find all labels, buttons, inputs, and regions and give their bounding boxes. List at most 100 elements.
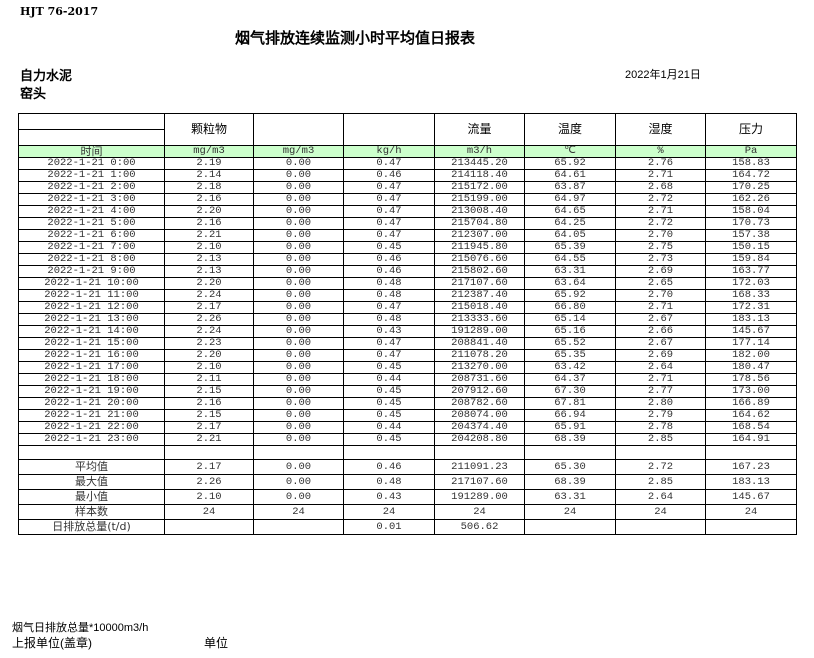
table-row-cell: 65.52 — [524, 337, 616, 350]
table-row-cell: 158.83 — [705, 157, 797, 170]
table-row-cell: 0.45 — [343, 397, 435, 410]
table-row-cell: 2022-1-21 15:00 — [18, 337, 165, 350]
blank-row-cell — [705, 445, 797, 460]
table-row-cell: 0.47 — [343, 337, 435, 350]
table-row-cell: 2.11 — [164, 373, 254, 386]
stat-row: 样本数 24 24 24 24 24 24 24 — [18, 504, 797, 520]
table-row-cell: 0.00 — [253, 277, 344, 290]
units-row-cell: kg/h — [343, 145, 435, 158]
table-row-cell: 0.00 — [253, 157, 344, 170]
table-row-cell: 0.00 — [253, 169, 344, 182]
table-row-cell: 180.47 — [705, 361, 797, 374]
table-row-cell: 204374.40 — [434, 421, 525, 434]
table-row-cell: 2.20 — [164, 349, 254, 362]
table-row-cell: 0.00 — [253, 205, 344, 218]
table-row-cell: 182.00 — [705, 349, 797, 362]
stat-row-cell: 0.46 — [343, 459, 435, 475]
table-row-cell: 0.43 — [343, 325, 435, 338]
table-row-cell: 2022-1-21 4:00 — [18, 205, 165, 218]
table-row-cell: 208074.00 — [434, 409, 525, 422]
table-row-cell: 2022-1-21 8:00 — [18, 253, 165, 266]
stat-row-cell: 0.01 — [343, 519, 435, 535]
table-row-cell: 0.46 — [343, 253, 435, 266]
table-row-cell: 2.66 — [615, 325, 706, 338]
units-row-cell: m3/h — [434, 145, 525, 158]
table-row-cell: 2022-1-21 9:00 — [18, 265, 165, 278]
table-row: 2022-1-21 11:00 2.24 0.00 0.48 212387.40 65.9… — [18, 289, 797, 302]
table-row-cell: 63.42 — [524, 361, 616, 374]
table-row-cell: 65.14 — [524, 313, 616, 326]
table-row: 2022-1-21 13:00 2.26 0.00 0.48 213333.60 65.1… — [18, 313, 797, 326]
stat-row-cell: 2.72 — [615, 459, 706, 475]
table-row-cell: 0.47 — [343, 205, 435, 218]
table-row: 2022-1-21 17:00 2.10 0.00 0.45 213270.00 63.4… — [18, 361, 797, 374]
table-row-cell: 0.00 — [253, 181, 344, 194]
table-row-cell: 2.67 — [615, 337, 706, 350]
units-row-cell: mg/m3 — [164, 145, 254, 158]
table-row-cell: 2.16 — [164, 193, 254, 206]
table-row-cell: 2022-1-21 22:00 — [18, 421, 165, 434]
table-row-cell: 183.13 — [705, 313, 797, 326]
table-row-cell: 65.92 — [524, 289, 616, 302]
table-row: 2022-1-21 5:00 2.16 0.00 0.47 215704.80 64.25… — [18, 217, 797, 230]
table-row-cell: 191289.00 — [434, 325, 525, 338]
header-row-cell — [18, 113, 165, 146]
stat-row-cell: 日排放总量(t/d) — [18, 519, 165, 535]
table-row-cell: 2022-1-21 6:00 — [18, 229, 165, 242]
table-row-cell: 213333.60 — [434, 313, 525, 326]
units-row-cell: % — [615, 145, 706, 158]
stat-row-cell — [705, 519, 797, 535]
table-row-cell: 164.62 — [705, 409, 797, 422]
stat-row-cell: 68.39 — [524, 474, 616, 490]
stat-row-cell: 24 — [164, 504, 254, 520]
table-row-cell: 0.00 — [253, 301, 344, 314]
table-row-cell: 0.46 — [343, 265, 435, 278]
table-row-cell: 2.77 — [615, 385, 706, 398]
table-row-cell: 0.00 — [253, 349, 344, 362]
table-row-cell: 213445.20 — [434, 157, 525, 170]
table-row-cell: 2022-1-21 12:00 — [18, 301, 165, 314]
units-row-cell: Pa — [705, 145, 797, 158]
table-row-cell: 163.77 — [705, 265, 797, 278]
table-row-cell: 2022-1-21 7:00 — [18, 241, 165, 254]
table-row-cell: 2022-1-21 18:00 — [18, 373, 165, 386]
table-row-cell: 2022-1-21 5:00 — [18, 217, 165, 230]
table-row: 2022-1-21 22:00 2.17 0.00 0.44 204374.40 65.9… — [18, 421, 797, 434]
table-row-cell: 0.00 — [253, 193, 344, 206]
units-row: 时间 mg/m3 mg/m3 kg/h m3/h ℃% Pa — [18, 145, 797, 158]
table-row-cell: 64.37 — [524, 373, 616, 386]
table-row: 2022-1-21 1:00 2.14 0.00 0.46 214118.40 64.61… — [18, 169, 797, 182]
table-row-cell: 0.47 — [343, 301, 435, 314]
table-row-cell: 2.80 — [615, 397, 706, 410]
stat-row-cell: 167.23 — [705, 459, 797, 475]
table-row-cell: 208841.40 — [434, 337, 525, 350]
table-row-cell: 63.87 — [524, 181, 616, 194]
units-row-cell: mg/m3 — [253, 145, 344, 158]
stat-row-cell: 样本数 — [18, 504, 165, 520]
table-row-cell: 2.73 — [615, 253, 706, 266]
stat-row-cell: 191289.00 — [434, 489, 525, 505]
table-row-cell: 66.80 — [524, 301, 616, 314]
table-row-cell: 0.00 — [253, 421, 344, 434]
report-table: 颗粒物 流量 温度 湿度 压力 时间 mg/m3 mg/m3 kg/h m3/h ℃% Pa 2022-… — [18, 113, 797, 535]
table-row-cell: 0.47 — [343, 217, 435, 230]
table-row-cell: 2.19 — [164, 157, 254, 170]
table-row-cell: 2022-1-21 3:00 — [18, 193, 165, 206]
report-title: 烟气排放连续监测小时平均值日报表 — [0, 27, 814, 48]
table-row: 2022-1-21 0:00 2.19 0.00 0.47 213445.20 65.92… — [18, 157, 797, 170]
report-title-text: 烟气排放连续监测小时平均值日报表 — [234, 30, 475, 47]
table-row-cell: 0.48 — [343, 313, 435, 326]
table-row-cell: 168.33 — [705, 289, 797, 302]
table-row: 2022-1-21 14:00 2.24 0.00 0.43 191289.00 65.1… — [18, 325, 797, 338]
table-row-cell: 2.21 — [164, 433, 254, 446]
unit-name: 窑头 — [20, 86, 47, 101]
table-row-cell: 215076.60 — [434, 253, 525, 266]
table-row-cell: 2.13 — [164, 265, 254, 278]
units-row-cell: 时间 — [18, 145, 165, 158]
table-row-cell: 2.24 — [164, 289, 254, 302]
header-row-cell: 湿度 — [615, 113, 706, 146]
table-row-cell: 204208.80 — [434, 433, 525, 446]
table-row-cell: 0.00 — [253, 373, 344, 386]
stat-row-cell: 2.64 — [615, 489, 706, 505]
table-row-cell: 150.15 — [705, 241, 797, 254]
